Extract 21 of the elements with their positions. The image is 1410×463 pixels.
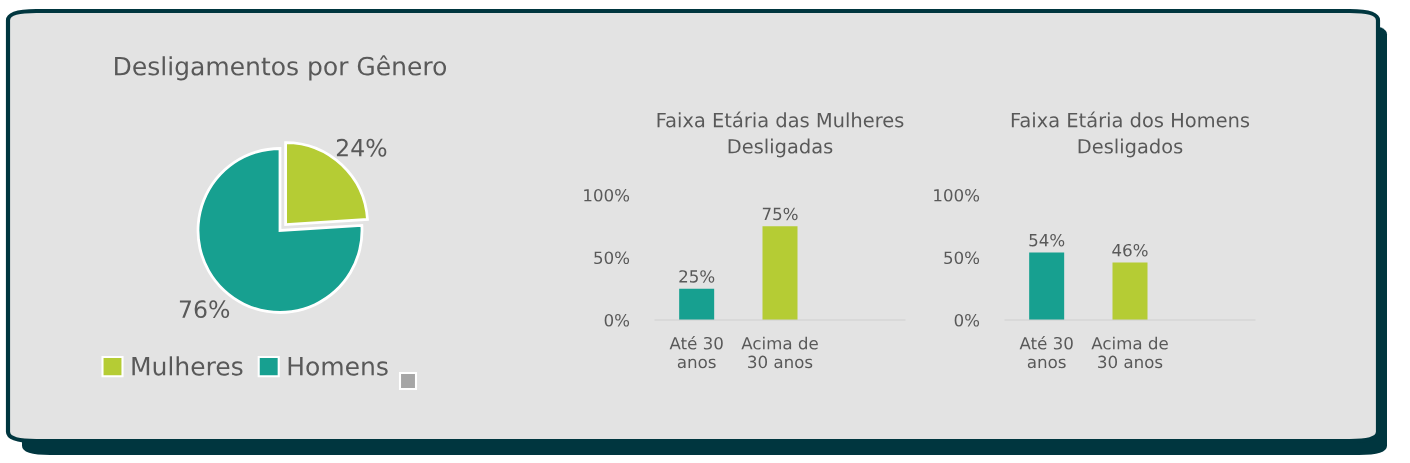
x-tick-label: Até 30 anos (669, 336, 723, 369)
y-tick-label: 100% (584, 188, 630, 202)
y-tick-label: 0% (604, 313, 630, 327)
y-tick-label: 50% (594, 251, 630, 265)
data-label: 24% (336, 138, 387, 157)
legend-label: Mulheres (132, 356, 243, 376)
y-tick-label: 0% (954, 313, 980, 327)
data-label: 54% (1029, 233, 1065, 247)
x-tick-label: Acima de 30 anos (1091, 336, 1168, 369)
data-label: 75% (762, 207, 798, 221)
data-label: 46% (1112, 243, 1148, 257)
x-tick-label: Até 30 anos (1019, 336, 1073, 369)
data-label: 76% (179, 300, 230, 319)
x-tick-label: Acima de 30 anos (741, 336, 818, 369)
y-tick-label: 50% (944, 251, 980, 265)
chart-title: Faixa Etária dos Homens Desligados (1011, 111, 1250, 158)
chart-title: Faixa Etária das Mulheres Desligadas (657, 111, 904, 158)
legend-label: Homens (288, 357, 388, 376)
chart-title: Desligamentos por Gênero (115, 55, 447, 81)
y-tick-label: 100% (934, 188, 980, 202)
data-label: 25% (679, 270, 715, 283)
